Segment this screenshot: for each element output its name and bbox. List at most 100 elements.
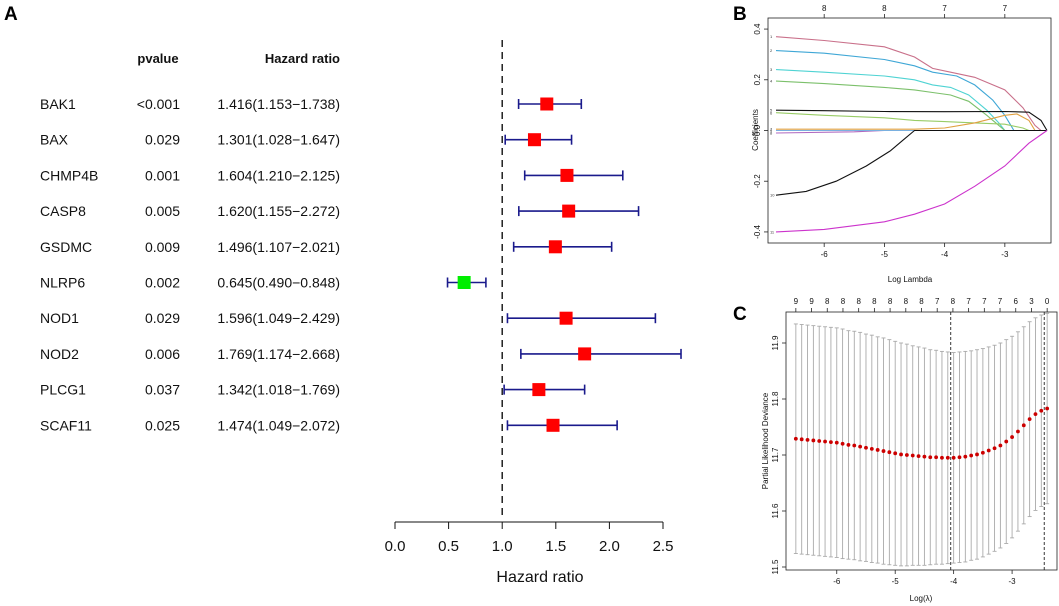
cv-top-tick-label: 7 <box>982 297 987 306</box>
deviance-point <box>957 455 962 460</box>
hazard-ratio-value: 0.645(0.490−0.848) <box>217 275 340 291</box>
lasso-x-tick-label: -4 <box>941 250 949 259</box>
hazard-ratio-marker <box>562 204 576 218</box>
pvalue-value: 0.025 <box>145 417 180 433</box>
pvalue-value: 0.006 <box>145 346 180 362</box>
cv-y-tick-label: 11.7 <box>771 447 780 463</box>
panel-label-a: A <box>4 4 18 25</box>
cv-x-tick-label: -5 <box>892 577 900 586</box>
lasso-x-label: Log Lambda <box>888 275 933 284</box>
lasso-top-tick-label: 7 <box>942 4 947 13</box>
path-index-label: 5 <box>770 108 773 113</box>
cv-y-tick-label: 11.9 <box>771 335 780 351</box>
deviance-point <box>840 441 845 446</box>
deviance-point <box>805 437 810 442</box>
deviance-point <box>1027 417 1032 422</box>
deviance-point <box>823 439 827 444</box>
deviance-point <box>817 439 822 443</box>
cv-top-tick-label: 0 <box>1045 297 1050 306</box>
cv-top-tick-label: 6 <box>1014 297 1019 306</box>
cv-top-tick-label: 7 <box>935 297 940 306</box>
deviance-point <box>940 455 944 460</box>
pvalue-value: 0.002 <box>145 275 180 291</box>
deviance-point <box>1039 408 1044 413</box>
lasso-x-tick-label: -5 <box>881 250 889 259</box>
lasso-paths: 1 2 3 4 56 789 10 11 <box>770 34 1048 234</box>
forest-x-tick-label: 1.5 <box>545 538 566 555</box>
deviance-point <box>922 454 927 459</box>
cv-top-tick-label: 9 <box>809 297 814 306</box>
panel-label-b: B <box>733 4 747 25</box>
pvalue-value: 0.037 <box>145 382 180 398</box>
forest-rows: BAK1 <0.001 1.416(1.153−1.738) BAX 0.029 1.30… <box>40 96 340 433</box>
deviance-point <box>992 446 997 451</box>
hazard-ratio-header: Hazard ratio <box>265 51 340 66</box>
pvalue-value: <0.001 <box>137 96 180 112</box>
deviance-point <box>864 445 868 450</box>
deviance-point <box>1033 412 1038 417</box>
cv-x-tick-label: -4 <box>950 577 958 586</box>
deviance-point <box>881 449 886 453</box>
cv-top-tick-label: 9 <box>794 297 799 306</box>
deviance-point <box>969 453 974 458</box>
deviance-point <box>998 443 1003 448</box>
hazard-ratio-value: 1.496(1.107−2.021) <box>217 239 340 255</box>
lasso-axes: -6 -5 -4 -38 8 7 7-0.4-0.20.00.20.4 <box>753 4 1009 259</box>
hazard-ratio-marker <box>527 133 541 147</box>
deviance-point <box>1004 439 1009 444</box>
gene-label: GSDMC <box>40 239 92 255</box>
pvalue-value: 0.009 <box>145 239 180 255</box>
gene-label: BAX <box>40 132 69 148</box>
forest-x-tick-label: 1.0 <box>492 538 513 555</box>
cv-top-tick-label: 8 <box>919 297 924 306</box>
gene-label: NOD2 <box>40 346 79 362</box>
panel-label-c: C <box>733 304 747 325</box>
gene-label: NLRP6 <box>40 275 85 291</box>
deviance-point <box>887 450 892 455</box>
deviance-point <box>1016 429 1020 434</box>
path-index-label: 3 <box>770 67 773 72</box>
deviance-point <box>799 437 804 442</box>
path-index-label: 8 <box>770 131 773 136</box>
lasso-x-tick-label: -3 <box>1001 250 1009 259</box>
coefficient-path <box>775 112 1030 132</box>
hazard-ratio-marker <box>540 97 554 111</box>
lasso-y-label: Coefficients <box>751 109 760 151</box>
cv-y-tick-label: 11.6 <box>771 503 780 519</box>
cv-top-tick-label: 8 <box>872 297 877 306</box>
forest-x-tick-label: 2.5 <box>653 538 674 555</box>
forest-x-tick-label: 0.0 <box>385 538 406 555</box>
deviance-point <box>945 455 950 460</box>
forest-x-axis: 0.0 0.5 1.0 1.5 2.0 2.5 <box>385 521 674 555</box>
deviance-point <box>829 440 833 445</box>
deviance-point <box>980 450 985 455</box>
cv-top-tick-label: 3 <box>1029 297 1034 306</box>
hazard-ratio-marker <box>559 311 573 325</box>
deviance-point <box>986 448 991 453</box>
hazard-ratio-marker <box>548 240 562 254</box>
gene-label: CASP8 <box>40 203 86 219</box>
hazard-ratio-marker <box>532 383 546 397</box>
pvalue-header: pvalue <box>137 51 178 66</box>
pvalue-value: 0.005 <box>145 203 180 219</box>
deviance-point <box>793 436 798 441</box>
lasso-y-tick-label: 0.2 <box>753 74 762 86</box>
hazard-ratio-value: 1.620(1.155−2.272) <box>217 203 340 219</box>
pvalue-value: 0.029 <box>145 310 180 326</box>
deviance-point <box>1021 423 1026 428</box>
gene-label: NOD1 <box>40 310 79 326</box>
deviance-point <box>916 454 921 459</box>
lasso-y-tick-label: -0.4 <box>753 224 762 238</box>
deviance-point <box>811 438 816 443</box>
deviance-point <box>852 443 857 448</box>
path-index-label: 1 <box>770 34 773 39</box>
hazard-ratio-value: 1.474(1.049−2.072) <box>217 417 340 433</box>
deviance-point <box>1045 406 1050 411</box>
gene-label: PLCG1 <box>40 382 86 398</box>
deviance-point <box>869 446 874 451</box>
cv-top-tick-label: 8 <box>904 297 909 306</box>
hazard-ratio-value: 1.769(1.174−2.668) <box>217 346 340 362</box>
coefficient-path <box>775 50 1015 131</box>
lasso-y-tick-label: 0.4 <box>753 23 762 35</box>
